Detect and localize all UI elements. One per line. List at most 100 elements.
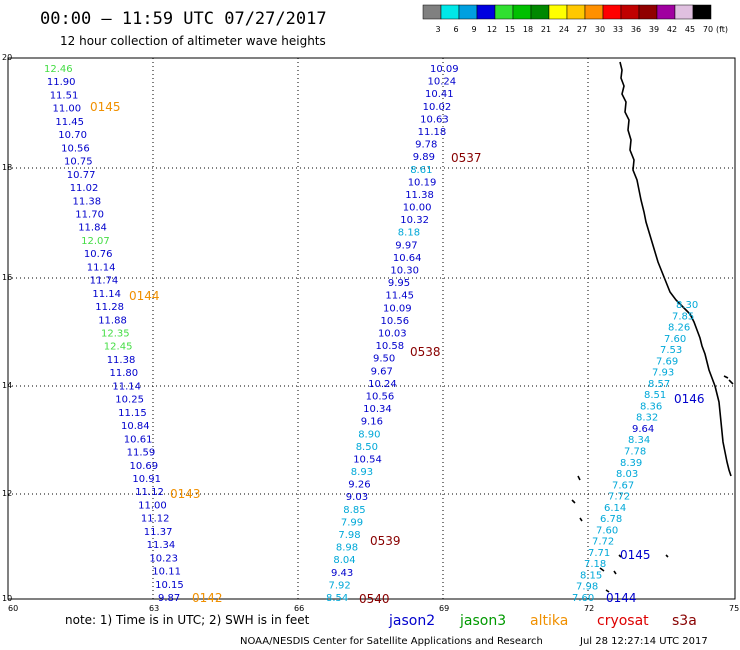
wave-height-value: 8.26: [668, 323, 690, 334]
satellite-legend: jason2 jason3 altika cryosat s3a: [388, 613, 697, 629]
lat-tick-label: 18: [2, 163, 12, 172]
wave-height-value: 10.23: [149, 553, 178, 564]
pass-time-label: 0537: [451, 151, 482, 165]
wave-height-value: 8.15: [580, 571, 602, 582]
footer-timestamp: Jul 28 12:27:14 UTC 2017: [579, 636, 708, 647]
wave-height-value: 10.56: [61, 143, 90, 154]
wave-height-value: 10.24: [428, 77, 457, 88]
wave-height-value: 11.12: [135, 487, 164, 498]
wave-height-value: 8.93: [351, 467, 373, 478]
wave-height-value: 7.69: [656, 356, 678, 367]
track-middle: 10.0910.2410.4110.0210.6311.189.789.898.…: [326, 64, 459, 604]
wave-height-value: 10.30: [390, 266, 419, 277]
wave-height-value: 8.54: [326, 593, 348, 604]
colorbar-swatch: [440, 4, 460, 20]
wave-height-value: 11.37: [144, 527, 173, 538]
wave-height-value: 7.60: [664, 334, 686, 345]
lon-tick-label: 69: [439, 604, 449, 613]
wave-height-value: 8.18: [398, 228, 420, 239]
map-frame: [7, 57, 736, 600]
colorbar-label: 27: [577, 25, 587, 34]
legend-jason2: jason2: [388, 613, 435, 629]
colorbar-label: 45: [685, 25, 695, 34]
wave-height-value: 10.32: [400, 215, 429, 226]
wave-height-value: 7.98: [338, 530, 360, 541]
wave-height-value: 10.25: [115, 395, 144, 406]
wave-height-value: 11.28: [95, 302, 124, 313]
wave-height-value: 11.14: [87, 262, 116, 273]
colorbar-label: 36: [631, 25, 641, 34]
wave-height-value: 9.43: [331, 568, 353, 579]
wave-height-value: 7.71: [588, 548, 610, 559]
wave-height-value: 8.57: [648, 379, 670, 390]
colorbar-label: 39: [649, 25, 659, 34]
wave-height-value: 7.72: [592, 537, 614, 548]
pass-time-label: 0144: [129, 289, 160, 303]
pass-time-label: 0540: [359, 592, 390, 606]
colorbar-swatch: [512, 4, 532, 20]
wave-height-value: 10.56: [381, 316, 410, 327]
wave-height-value: 8.61: [410, 165, 432, 176]
lon-tick-label: 75: [729, 604, 739, 613]
wave-height-value: 12.46: [44, 64, 73, 75]
wave-height-value: 7.92: [329, 580, 351, 591]
wave-height-value: 7.98: [576, 582, 598, 593]
wave-height-value: 8.04: [333, 555, 355, 566]
colorbar-swatch: [656, 4, 676, 20]
map-title: 00:00 – 11:59 UTC 07/27/2017: [40, 9, 327, 29]
colorbar-label: 12: [487, 25, 497, 34]
wave-height-value: 9.50: [373, 354, 395, 365]
wave-height-value: 10.58: [376, 341, 405, 352]
wave-height-value: 12.45: [104, 342, 133, 353]
wave-height-value: 10.76: [84, 249, 113, 260]
wave-height-value: 11.88: [98, 315, 127, 326]
colorbar-label: 9: [471, 25, 476, 34]
wave-height-value: 10.61: [124, 434, 153, 445]
wave-height-tracks: 12.46 11.90 11.51 11.00 11.45 10.70 10.56 10.75…: [44, 64, 698, 604]
colorbar-label: 6: [453, 25, 458, 34]
wave-height-value: 11.59: [127, 448, 156, 459]
wave-height-value: 10.34: [363, 404, 392, 415]
footer-credit: NOAA/NESDIS Center for Satellite Applica…: [240, 636, 543, 647]
wave-height-value: 11.02: [70, 183, 99, 194]
pass-time-label: 0539: [370, 534, 401, 548]
wave-height-value: 7.85: [672, 311, 694, 322]
wave-height-value: 9.95: [388, 278, 410, 289]
wave-height-value: 7.93: [652, 368, 674, 379]
colorbar-label: 33: [613, 25, 623, 34]
colorbar-label: 30: [595, 25, 605, 34]
lat-tick-label: 20: [2, 53, 12, 62]
wave-height-value: 7.18: [584, 559, 606, 570]
colorbar-swatch: [620, 4, 640, 20]
wave-height-value: 9.16: [361, 417, 383, 428]
wave-height-value: 10.91: [132, 474, 161, 485]
pass-time-label: 0143: [170, 487, 201, 501]
colorbar-label: 18: [523, 25, 533, 34]
wave-height-value: 11.80: [110, 368, 139, 379]
colorbar-label: 24: [559, 25, 569, 34]
lon-tick-label: 60: [8, 604, 18, 613]
legend-altika: altika: [530, 613, 568, 629]
wave-height-value: 11.14: [112, 381, 141, 392]
wave-height-value: 11.74: [90, 276, 119, 287]
wave-height-value: 8.98: [336, 543, 358, 554]
colorbar-label: 42: [667, 25, 677, 34]
wave-height-value: 10.11: [152, 567, 181, 578]
wave-height-value: 11.38: [405, 190, 434, 201]
wave-height-value: 9.26: [348, 480, 370, 491]
colorbar-swatch: [602, 4, 622, 20]
wave-height-value: 10.24: [368, 379, 397, 390]
track-west: 12.46 11.90 11.51 11.00 11.45 10.70 10.56 10.75…: [44, 64, 184, 604]
wave-height-value: 10.09: [430, 64, 459, 75]
wave-height-value: 10.54: [353, 455, 382, 466]
wave-height-value: 7.67: [612, 480, 634, 491]
legend-cryosat: cryosat: [597, 613, 649, 629]
wave-height-value: 6.14: [604, 503, 626, 514]
track-east: 8.307.858.267.607.537.697.938.578.518.36…: [572, 300, 698, 604]
wave-height-value: 9.67: [371, 366, 393, 377]
colorbar-swatch: [692, 4, 712, 20]
wave-height-value: 11.45: [55, 117, 84, 128]
wave-height-value: 7.53: [660, 345, 682, 356]
wave-height-value: 6.78: [600, 514, 622, 525]
